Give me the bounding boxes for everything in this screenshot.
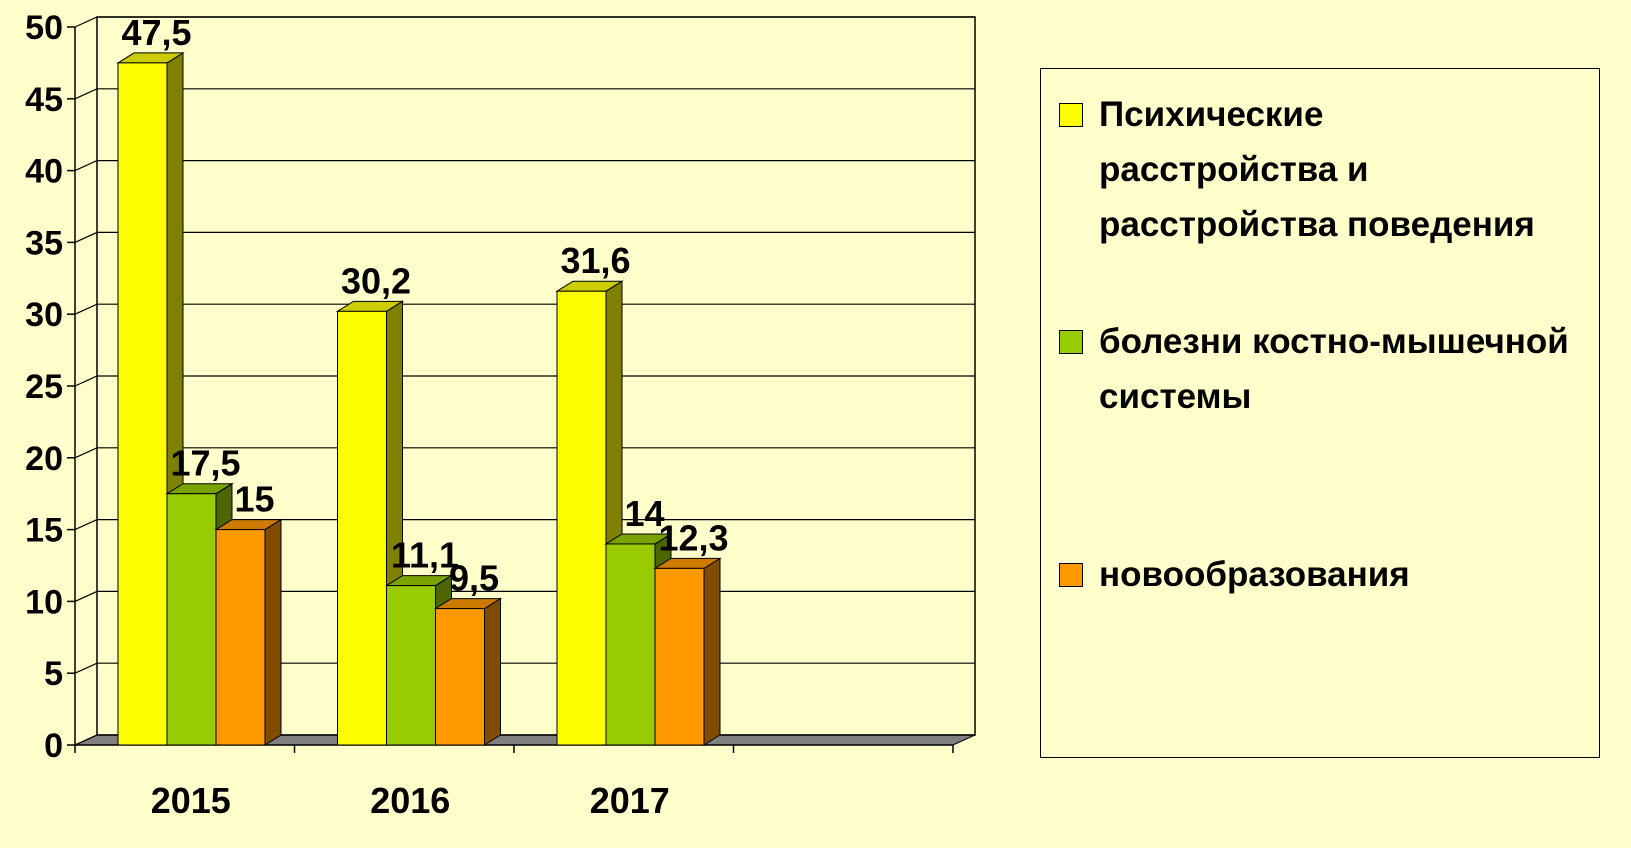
data-label: 11,1 — [391, 535, 459, 576]
bar — [214, 518, 283, 746]
data-label: 47,5 — [121, 12, 191, 53]
bar-front — [215, 529, 266, 746]
grid-line — [74, 160, 975, 172]
bar-front — [166, 493, 217, 746]
legend-item: болезни костно-мышечной системы — [1059, 314, 1579, 424]
grid-line — [74, 447, 975, 459]
legend-label: болезни костно-мышечной системы — [1099, 322, 1569, 416]
y-tick-label: 50 — [25, 9, 63, 47]
grid-line — [74, 88, 975, 100]
bar — [433, 597, 503, 746]
legend-label: новообразования — [1099, 555, 1410, 594]
legend-swatch — [1059, 103, 1083, 127]
grid-line — [74, 231, 975, 243]
plot: 05101520253035404550201547,517,515201630… — [25, 9, 976, 821]
bar — [555, 280, 624, 746]
legend-label: Психические расстройства и расстройства … — [1099, 95, 1535, 244]
grid-line — [74, 375, 975, 387]
data-label: 30,2 — [341, 260, 411, 301]
grid-line — [74, 16, 975, 28]
bar-front — [386, 585, 436, 746]
bar-side — [264, 518, 282, 746]
data-label: 17,5 — [170, 443, 240, 484]
y-tick-label: 45 — [25, 81, 63, 119]
legend: Психические расстройства и расстройства … — [1040, 68, 1600, 758]
bar-side — [484, 597, 501, 746]
y-tick-label: 0 — [44, 727, 63, 765]
y-tick-label: 20 — [25, 440, 63, 478]
grid-line — [74, 303, 975, 315]
y-tick-label: 10 — [25, 583, 63, 621]
bar-front — [556, 290, 607, 746]
y-tick-label: 5 — [44, 655, 63, 693]
legend-item: новообразования — [1059, 547, 1579, 602]
legend-item: Психические расстройства и расстройства … — [1059, 87, 1579, 252]
data-label: 9,5 — [449, 558, 499, 599]
bar-front — [117, 62, 168, 746]
bar-front — [654, 567, 705, 746]
bar-front — [337, 310, 387, 746]
bar — [335, 300, 405, 746]
data-label: 14 — [624, 493, 664, 534]
y-tick-label: 25 — [25, 368, 63, 406]
legend-swatch — [1059, 330, 1083, 354]
x-tick-label: 2015 — [151, 780, 231, 821]
grid-line — [74, 518, 975, 531]
x-tick-label: 2016 — [370, 780, 450, 821]
y-tick-label: 30 — [25, 296, 63, 334]
y-tick-label: 40 — [25, 153, 63, 191]
bar-front — [605, 543, 656, 746]
data-label: 12,3 — [658, 517, 728, 558]
bar-side — [703, 557, 721, 746]
bar-front — [435, 608, 485, 746]
x-tick-label: 2017 — [590, 780, 670, 821]
data-label: 15 — [234, 479, 274, 520]
data-label: 31,6 — [560, 240, 630, 281]
y-tick-label: 35 — [25, 224, 63, 262]
legend-swatch — [1059, 563, 1083, 587]
y-tick-label: 15 — [25, 512, 63, 550]
bar — [653, 557, 722, 746]
